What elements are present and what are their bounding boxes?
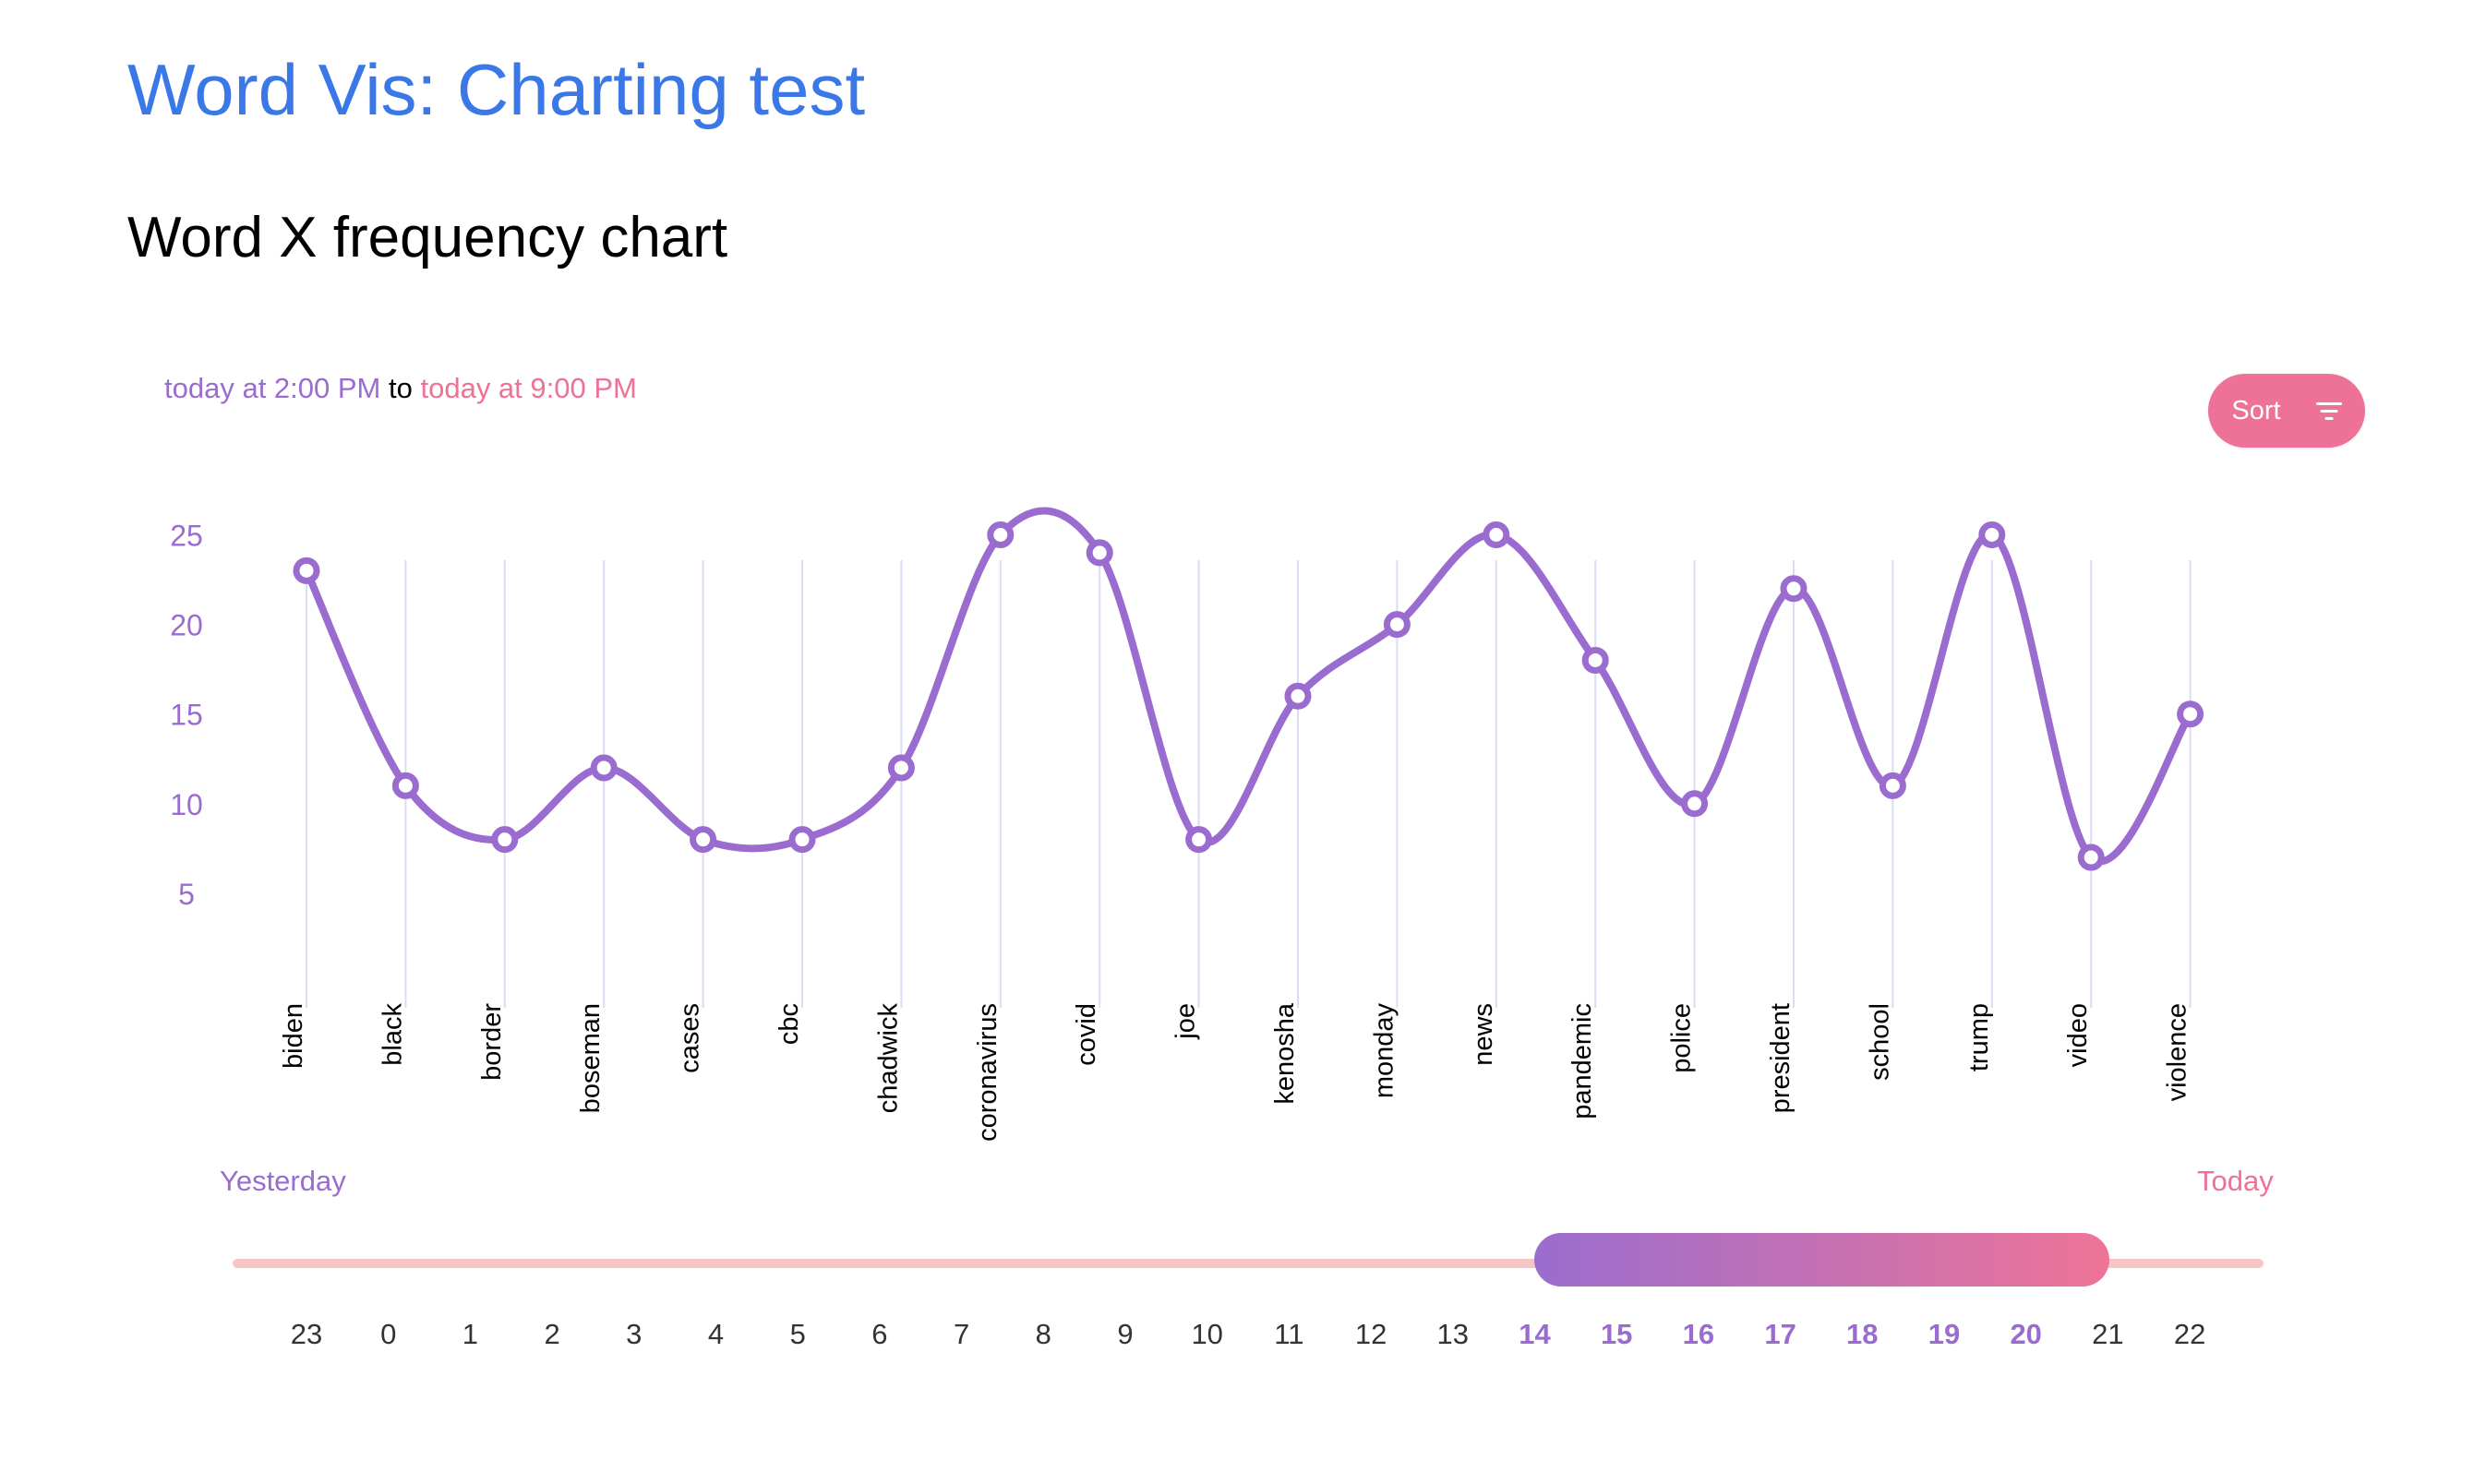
x-tick-label: monday [1369,1003,1399,1099]
x-tick-label: video [2063,1003,2093,1067]
sort-button-label: Sort [2231,395,2281,425]
x-tick-label: boseman [576,1003,606,1113]
data-point-monday[interactable] [1383,611,1411,639]
page-title: Word Vis: Charting test [127,49,866,130]
data-point-joe[interactable] [1185,826,1213,854]
data-point-border[interactable] [491,826,519,854]
hour-label[interactable]: 14 [1519,1318,1551,1350]
data-point-police[interactable] [1681,790,1709,818]
hour-label[interactable]: 16 [1682,1318,1715,1350]
hour-label[interactable]: 5 [789,1318,806,1350]
time-slider-track[interactable] [233,1259,2264,1268]
slider-start-label: Yesterday [220,1165,346,1197]
data-point-news[interactable] [1483,521,1510,548]
hour-label[interactable]: 4 [707,1318,725,1350]
hour-label[interactable]: 22 [2173,1318,2206,1350]
x-tick-label: chadwick [873,1003,903,1114]
data-point-covid[interactable] [1086,539,1113,567]
data-point-kenosha[interactable] [1284,682,1312,710]
x-tick-label: president [1766,1003,1795,1113]
hour-label[interactable]: 20 [2010,1318,2042,1350]
hour-label[interactable]: 0 [380,1318,397,1350]
y-tick-label: 25 [170,520,203,553]
hour-label[interactable]: 17 [1764,1318,1796,1350]
date-range: today at 2:00 PM to today at 9:00 PM [164,372,637,405]
hour-label[interactable]: 1 [462,1318,479,1350]
x-tick-label: cbc [775,1003,804,1045]
range-connector: to [389,372,413,404]
y-axis-ticks: 5 10 15 20 25 [170,520,203,911]
data-point-biden[interactable] [293,556,320,584]
x-tick-label: violence [2163,1003,2192,1101]
hour-label[interactable]: 6 [871,1318,888,1350]
y-tick-label: 20 [170,609,203,642]
data-point-boseman[interactable] [590,754,618,782]
x-tick-label: coronavirus [973,1003,1003,1142]
hour-label[interactable]: 15 [1600,1318,1633,1350]
slider-end-label: Today [2197,1165,2274,1197]
x-tick-label: kenosha [1270,1002,1300,1105]
x-tick-label: police [1667,1003,1697,1073]
series-line-layer [303,507,2194,865]
hour-label[interactable]: 12 [1354,1318,1387,1350]
x-tick-label: school [1865,1003,1894,1081]
range-start[interactable]: today at 2:00 PM [164,372,381,404]
hour-label[interactable]: 9 [1117,1318,1134,1350]
hour-labels: 23 0 1 2 3 4 5 6 7 8 9 10 11 12 13 14 15 16 17 18 19 20 21 22 [0,1318,2474,1364]
sort-button[interactable]: Sort [2208,374,2365,448]
x-tick-label: covid [1072,1003,1101,1066]
x-tick-label: news [1469,1003,1498,1066]
data-point-trump[interactable] [1978,521,2006,548]
word-frequency-chart: 5 10 15 20 25 biden black border boseman cases cb… [170,507,2204,1142]
x-tick-label: biden [279,1003,308,1069]
data-point-cbc[interactable] [788,826,816,854]
x-tick-label: joe [1171,1003,1201,1040]
hour-label[interactable]: 19 [1928,1318,1961,1350]
data-point-video[interactable] [2077,844,2105,871]
chart-subtitle: Word X frequency chart [127,206,728,269]
data-point-school[interactable] [1879,772,1906,799]
filter-list-icon [2315,401,2342,421]
x-tick-label: trump [1964,1003,1994,1071]
hour-label[interactable]: 10 [1191,1318,1223,1350]
range-end[interactable]: today at 9:00 PM [420,372,637,404]
data-point-chadwick[interactable] [887,754,915,782]
hour-label[interactable]: 18 [1846,1318,1879,1350]
data-point-violence[interactable] [2177,700,2204,728]
data-point-president[interactable] [1780,575,1807,603]
data-point-cases[interactable] [690,826,717,854]
x-axis-labels: biden black border boseman cases cbc chadwick c… [279,1002,2192,1142]
time-slider-selection[interactable] [1534,1233,2109,1287]
y-tick-label: 15 [170,699,203,732]
x-tick-label: border [477,1003,507,1081]
x-tick-label: black [378,1003,407,1066]
gridlines [306,560,2192,1008]
hour-label[interactable]: 7 [953,1318,970,1350]
y-tick-label: 10 [170,788,203,821]
x-tick-label: pandemic [1567,1003,1597,1119]
data-point-black[interactable] [391,772,419,799]
data-point-pandemic[interactable] [1581,646,1609,674]
hour-label[interactable]: 2 [544,1318,560,1350]
data-points [293,521,2204,871]
hour-label[interactable]: 8 [1035,1318,1051,1350]
hour-label[interactable]: 21 [2092,1318,2124,1350]
hour-label[interactable]: 13 [1436,1318,1470,1350]
hour-label[interactable]: 11 [1274,1318,1304,1350]
hour-label[interactable]: 23 [290,1318,323,1350]
series-line [303,507,2194,865]
data-point-coronavirus[interactable] [987,521,1015,548]
y-tick-label: 5 [178,878,195,911]
hour-label[interactable]: 3 [626,1318,643,1350]
x-tick-label: cases [676,1003,705,1073]
